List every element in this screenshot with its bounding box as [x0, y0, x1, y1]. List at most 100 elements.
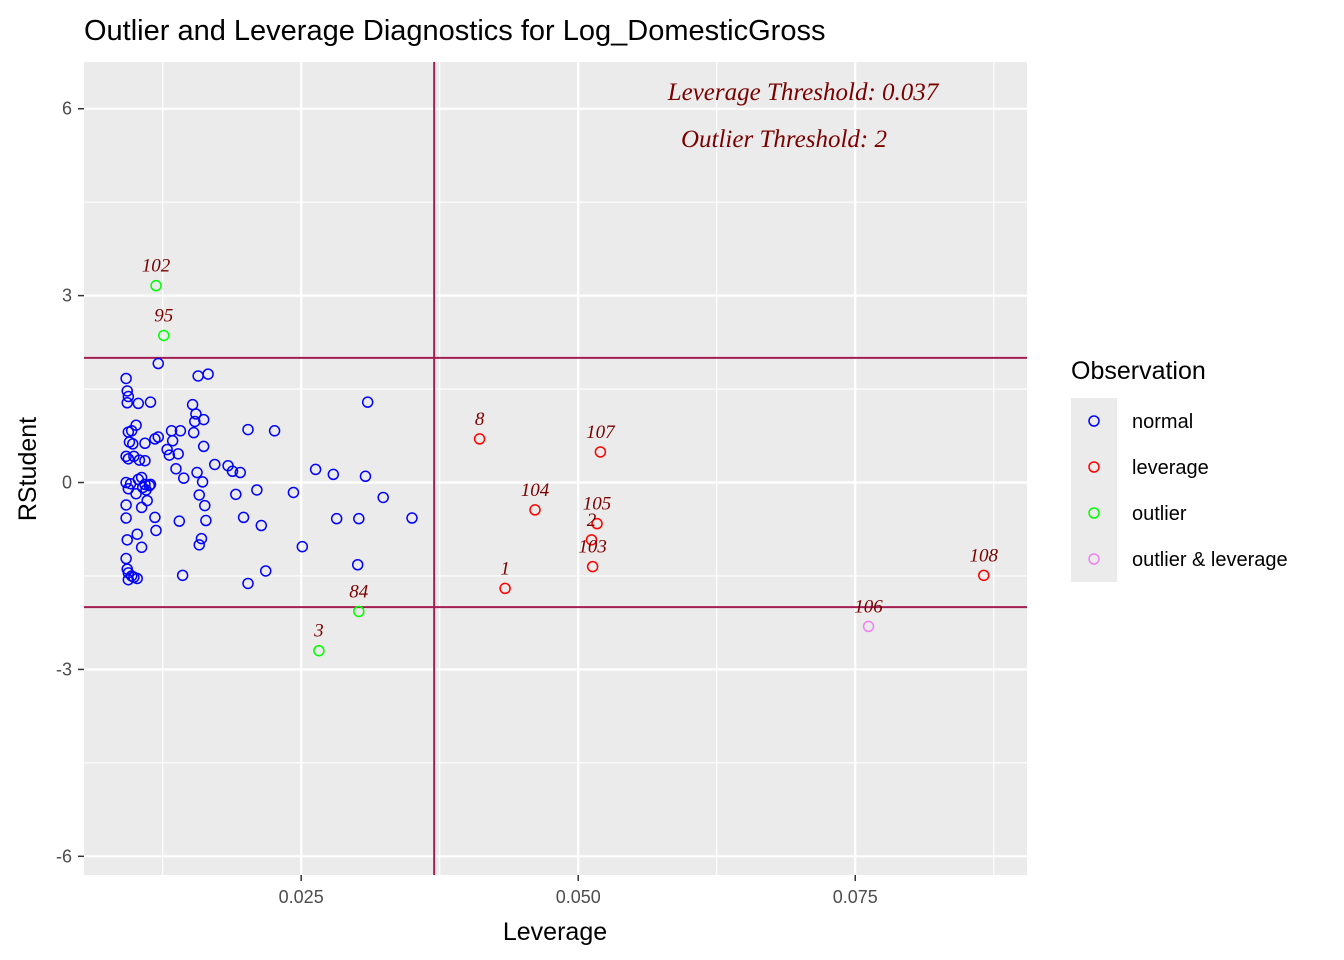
data-point — [132, 397, 145, 410]
data-point — [120, 450, 132, 463]
point-label: 95 — [154, 305, 173, 326]
data-point — [130, 419, 142, 431]
data-point — [143, 479, 156, 492]
data-point — [209, 458, 221, 471]
point-label: 107 — [586, 422, 616, 443]
data-point — [200, 514, 212, 527]
x-tick-label: 0.050 — [556, 887, 601, 907]
data-point — [139, 437, 151, 450]
y-tick-label: -6 — [56, 846, 72, 866]
data-point — [122, 573, 135, 586]
data-point — [120, 512, 132, 524]
data-points — [120, 279, 990, 657]
data-point — [230, 488, 242, 501]
data-point — [121, 397, 133, 409]
data-point — [255, 519, 268, 532]
point-label: 8 — [475, 409, 485, 430]
data-point — [197, 440, 210, 453]
data-point — [529, 504, 541, 516]
data-point — [202, 368, 214, 380]
legend-label-leverage: leverage — [1132, 457, 1209, 479]
point-label: 1 — [500, 558, 510, 579]
point-label: 104 — [521, 480, 550, 501]
plot-panel — [84, 62, 1027, 875]
data-point — [499, 582, 511, 595]
legend: Observation normal leverage outlier outlier… — [1071, 357, 1288, 582]
data-point — [150, 524, 162, 537]
legend-key-outlier — [1088, 507, 1100, 519]
point-label: 84 — [349, 581, 369, 602]
data-point — [226, 465, 239, 478]
data-point — [586, 560, 599, 573]
data-point — [359, 470, 372, 483]
chart-title: Outlier and Leverage Diagnostics for Log… — [84, 15, 825, 47]
data-point — [152, 431, 164, 443]
data-point — [190, 408, 202, 420]
data-point — [121, 385, 133, 397]
data-point — [330, 512, 343, 525]
data-point — [127, 438, 139, 450]
data-point — [130, 487, 142, 500]
data-point — [237, 511, 250, 524]
data-point — [120, 372, 132, 385]
legend-label-outlier: outlier — [1132, 503, 1187, 525]
data-point — [473, 433, 486, 445]
data-point — [139, 478, 151, 491]
data-point — [978, 569, 990, 582]
data-point — [136, 481, 149, 494]
data-point — [176, 569, 189, 582]
data-point — [353, 605, 365, 618]
data-point — [234, 466, 246, 479]
data-point — [242, 423, 254, 436]
threshold-lines — [84, 62, 1027, 875]
data-point — [141, 494, 153, 507]
data-point — [135, 501, 148, 514]
data-point — [361, 396, 374, 408]
y-tick-label: 3 — [62, 286, 72, 306]
data-point — [594, 446, 607, 458]
data-point — [377, 491, 389, 504]
data-point — [149, 511, 161, 524]
data-point — [353, 512, 365, 525]
y-tick-label: -3 — [56, 659, 72, 679]
data-point — [406, 512, 418, 524]
data-point — [135, 541, 148, 554]
data-point — [122, 390, 135, 403]
data-point — [259, 565, 272, 577]
data-point — [133, 454, 146, 466]
legend-items: normal leverage outlier outlier & leverage — [1088, 411, 1288, 571]
y-axis-title: RStudent — [14, 417, 42, 521]
outlier-threshold-annotation: Outlier Threshold: 2 — [681, 126, 887, 153]
data-point — [144, 396, 157, 408]
legend-key-outlier_leverage — [1088, 553, 1100, 565]
data-point — [862, 620, 875, 633]
x-axis-title: Leverage — [503, 918, 607, 946]
point-label: 105 — [583, 494, 612, 515]
major-gridlines — [84, 62, 1027, 875]
data-point — [173, 515, 186, 527]
data-point — [296, 540, 309, 553]
legend-title: Observation — [1071, 357, 1206, 385]
data-point — [287, 486, 300, 499]
point-label: 106 — [854, 596, 883, 617]
data-point — [150, 279, 162, 292]
data-point — [309, 463, 322, 476]
point-label: 108 — [970, 545, 999, 566]
data-point — [131, 528, 143, 540]
data-point — [199, 499, 211, 512]
legend-label-outlier_leverage: outlier & leverage — [1132, 549, 1288, 571]
legend-label-normal: normal — [1132, 411, 1193, 433]
data-point — [242, 577, 254, 590]
legend-key-leverage — [1088, 461, 1100, 473]
point-label: 103 — [578, 537, 607, 558]
data-point — [268, 425, 281, 437]
y-tick-label: 6 — [62, 99, 72, 119]
data-point — [351, 559, 364, 571]
x-tick-label: 0.075 — [833, 887, 878, 907]
y-tick-label: 0 — [62, 473, 72, 493]
x-tick-label: 0.025 — [279, 887, 324, 907]
legend-key-normal — [1088, 415, 1100, 427]
data-point — [163, 449, 176, 461]
